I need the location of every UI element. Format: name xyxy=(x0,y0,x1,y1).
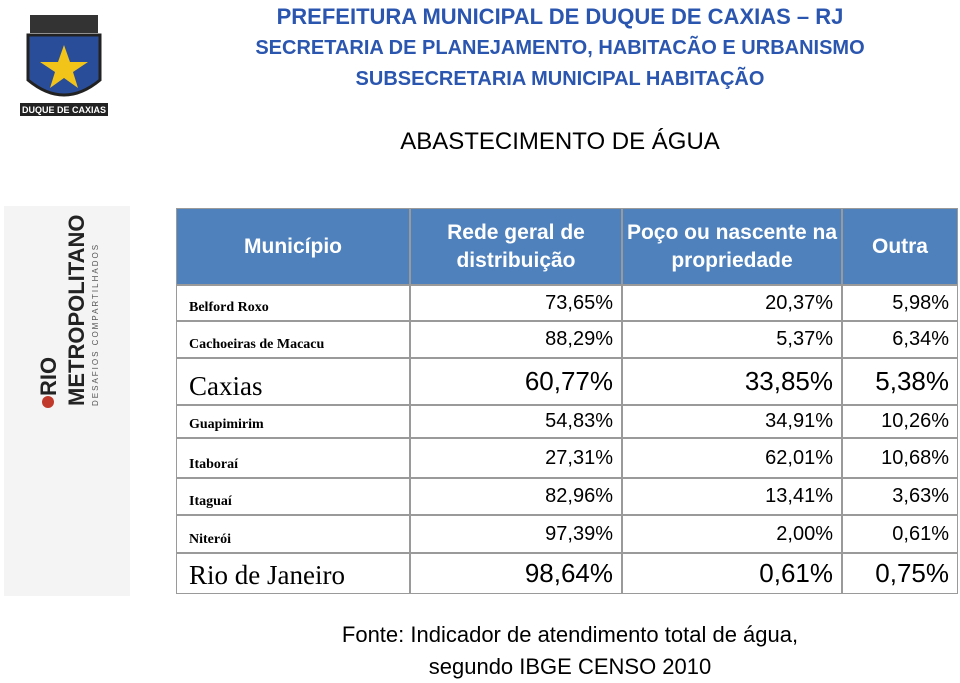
municipality: Niterói xyxy=(177,516,409,552)
header-line: SECRETARIA DE PLANEJAMENTO, HABITACÃO E … xyxy=(255,37,865,59)
cell-value: 5,98% xyxy=(843,286,957,320)
municipality: Rio de Janeiro xyxy=(177,554,409,593)
cell-value: 27,31% xyxy=(411,439,621,477)
title: ABASTECIMENTO DE ÁGUA xyxy=(400,128,720,155)
column-header: Outra xyxy=(843,209,957,284)
header-line: SUBSECRETARIA MUNICIPAL HABITAÇÃO xyxy=(355,68,765,90)
crest: DUQUE DE CAXIAS xyxy=(20,15,108,116)
column-header: Município xyxy=(177,209,409,284)
municipality: Belford Roxo xyxy=(177,286,409,320)
cell-value: 60,77% xyxy=(411,359,621,404)
cell-value: 6,34% xyxy=(843,322,957,357)
cell-value: 0,61% xyxy=(843,516,957,552)
municipality: Guapimirim xyxy=(177,406,409,437)
cell-value: 88,29% xyxy=(411,322,621,357)
municipality: Itaboraí xyxy=(177,439,409,477)
cell-value: 82,96% xyxy=(411,479,621,514)
crest-banner xyxy=(20,103,108,116)
cell-value: 54,83% xyxy=(411,406,621,437)
cell-value: 62,01% xyxy=(623,439,841,477)
cell-value: 20,37% xyxy=(623,286,841,320)
municipality: Itaguaí xyxy=(177,479,409,514)
cell-value: 0,61% xyxy=(623,554,841,593)
logo-dot xyxy=(42,396,54,408)
cell-value: 98,64% xyxy=(411,554,621,593)
crest-label: DUQUE DE CAXIAS xyxy=(22,105,106,115)
cell-value: 10,68% xyxy=(843,439,957,477)
crest-crown xyxy=(30,15,98,33)
cell-value: 5,38% xyxy=(843,359,957,404)
cell-value: 2,00% xyxy=(623,516,841,552)
cell-value: 5,37% xyxy=(623,322,841,357)
cell-value: 0,75% xyxy=(843,554,957,593)
source-line: segundo IBGE CENSO 2010 xyxy=(428,654,712,679)
cell-value: 73,65% xyxy=(411,286,621,320)
cell-value: 3,63% xyxy=(843,479,957,514)
source-line: Fonte: Indicador de atendimento total de… xyxy=(341,622,799,647)
header-line: PREFEITURA MUNICIPAL DE DUQUE DE CAXIAS … xyxy=(276,4,844,29)
cell-value: 97,39% xyxy=(411,516,621,552)
cell-value: 34,91% xyxy=(623,406,841,437)
table: Município Rede geral de distribuição Poço … xyxy=(176,208,958,594)
column-header: Poço ou nascente na propriedade xyxy=(623,209,841,284)
cell-value: 10,26% xyxy=(843,406,957,437)
crest-star xyxy=(40,45,88,88)
municipality: Cachoeiras de Macacu xyxy=(177,322,409,357)
side-logo-bg xyxy=(4,206,130,596)
column-header: Rede geral de distribuição xyxy=(411,209,621,284)
cell-value: 33,85% xyxy=(623,359,841,404)
municipality: Caxias xyxy=(177,359,409,404)
logo-word: METROPOLITANO xyxy=(64,215,89,406)
logo-tagline: DESAFIOS COMPARTILHADOS xyxy=(91,243,100,406)
side-logo: RIO METROPOLITANO DESAFIOS COMPARTILHADO… xyxy=(4,206,130,596)
logo-word: RIO xyxy=(36,357,61,396)
cell-value: 13,41% xyxy=(623,479,841,514)
